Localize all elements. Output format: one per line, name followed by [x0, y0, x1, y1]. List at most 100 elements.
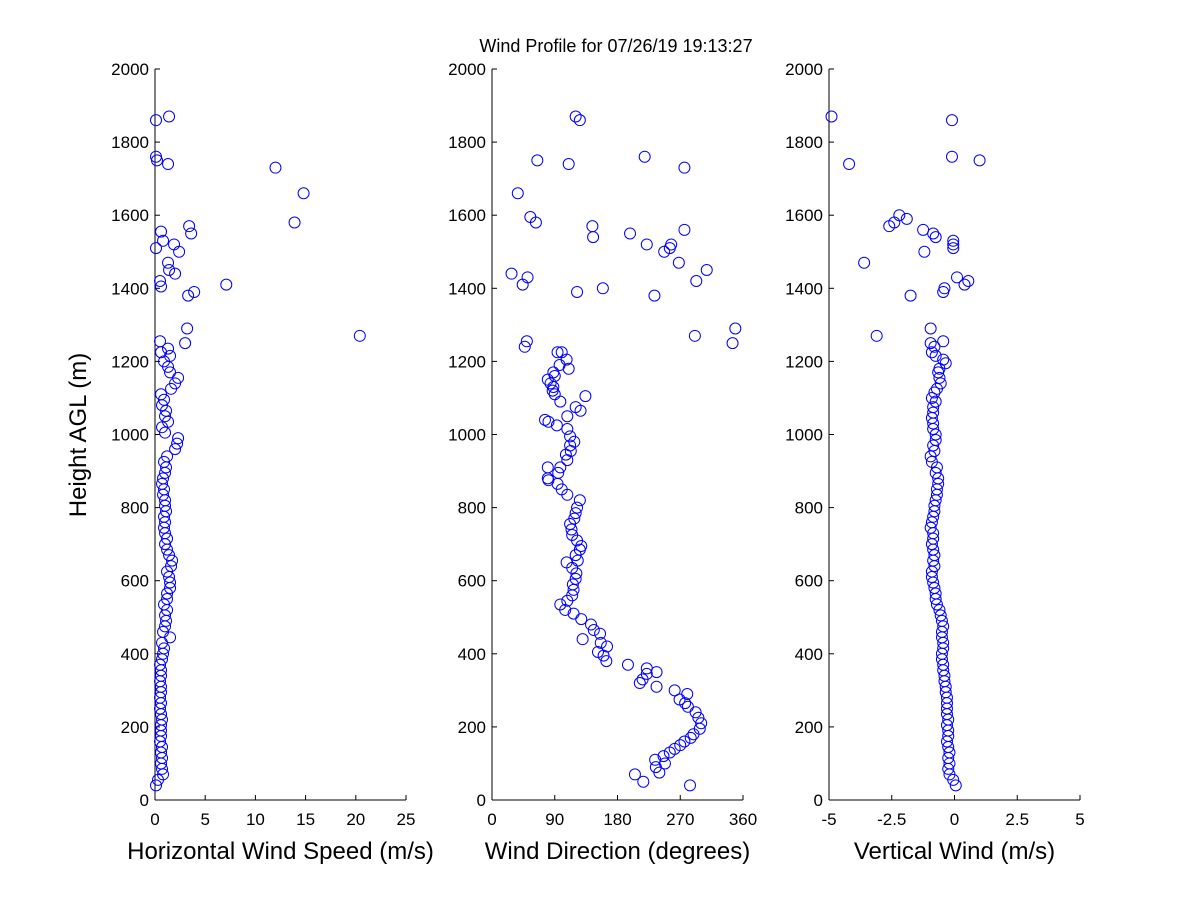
direction-data-point — [678, 735, 691, 748]
vertical-data-point — [945, 150, 958, 163]
speed-y-tick-label: 1600 — [111, 206, 149, 225]
vertical-x-tick-label: 2.5 — [1005, 810, 1029, 829]
vertical-data-point — [928, 499, 941, 512]
direction-y-tick-label: 1200 — [448, 352, 486, 371]
speed-data-point — [162, 256, 175, 269]
speed-data-point — [157, 472, 170, 485]
speed-data-point — [173, 245, 186, 258]
direction-x-tick-label: 180 — [603, 810, 631, 829]
direction-data-point — [554, 395, 567, 408]
speed-data-point — [157, 625, 170, 638]
direction-data-point — [552, 466, 565, 479]
speed-data-point — [162, 342, 175, 355]
direction-data-point — [587, 231, 600, 244]
vertical-data-point — [937, 620, 950, 633]
direction-data-point — [684, 731, 697, 744]
direction-data-point — [574, 404, 587, 417]
direction-data-point — [657, 750, 670, 763]
speed-data-point — [155, 280, 168, 293]
speed-x-tick-label: 20 — [346, 810, 365, 829]
speed-data-point — [164, 366, 177, 379]
speed-data-point — [297, 187, 310, 200]
speed-data-point — [169, 443, 182, 456]
panel-speed: 0 200 400 600 800 1000 1200 1400 1600 1800 2000 0 5 1… — [111, 60, 434, 865]
speed-y-tick-label: 200 — [121, 718, 149, 737]
vertical-data-point — [929, 231, 942, 244]
vertical-x-tick-label: 5 — [1075, 810, 1084, 829]
vertical-y-tick-label: 1000 — [785, 426, 823, 445]
direction-y-tick-label: 0 — [477, 791, 486, 810]
direction-data-point — [547, 366, 560, 379]
direction-data-point — [520, 335, 533, 348]
speed-data-point — [183, 220, 196, 233]
vertical-data-point — [929, 428, 942, 441]
direction-data-point — [678, 223, 691, 236]
direction-y-tick-label: 200 — [458, 718, 486, 737]
speed-y-tick-label: 0 — [140, 791, 149, 810]
vertical-y-tick-label: 0 — [814, 791, 823, 810]
direction-data-point — [505, 267, 518, 280]
speed-x-tick-label: 0 — [150, 810, 159, 829]
speed-data-point — [168, 238, 181, 251]
speed-y-tick-label: 600 — [121, 572, 149, 591]
direction-data-point — [567, 607, 580, 620]
speed-data-point — [163, 110, 176, 123]
speed-y-tick-label: 800 — [121, 499, 149, 518]
direction-data-point — [579, 390, 592, 403]
speed-data-point — [169, 267, 182, 280]
speed-data-point — [163, 264, 176, 277]
vertical-y-tick-label: 400 — [795, 645, 823, 664]
vertical-x-axis-title: Vertical Wind (m/s) — [854, 838, 1055, 865]
vertical-data-point — [927, 532, 940, 545]
panel-direction: 0 200 400 600 800 1000 1200 1400 1600 1800 2000 0 90… — [448, 60, 757, 865]
direction-data-point — [663, 746, 676, 759]
speed-data-point — [163, 549, 176, 562]
direction-data-point — [561, 410, 574, 423]
vertical-data-point — [927, 401, 940, 414]
speed-data-point — [158, 598, 171, 611]
vertical-data-point — [939, 357, 952, 370]
direction-data-point — [585, 618, 598, 631]
direction-data-point — [601, 640, 614, 653]
direction-data-point — [638, 150, 651, 163]
speed-data-point — [182, 289, 195, 302]
direction-y-tick-label: 800 — [458, 499, 486, 518]
direction-data-point — [640, 238, 653, 251]
vertical-data-point — [928, 582, 941, 595]
direction-data-point — [562, 158, 575, 171]
direction-data-point — [569, 572, 582, 585]
direction-data-point — [621, 658, 634, 671]
vertical-data-point — [917, 223, 930, 236]
speed-data-point — [150, 779, 163, 792]
direction-x-axis-title: Wind Direction (degrees) — [485, 838, 750, 865]
direction-data-point — [548, 388, 561, 401]
vertical-data-point — [927, 227, 940, 240]
speed-x-tick-label: 15 — [296, 810, 315, 829]
direction-data-point — [640, 667, 653, 680]
direction-data-point — [591, 645, 604, 658]
direction-data-point — [541, 373, 554, 386]
direction-data-point — [688, 329, 701, 342]
speed-data-point — [181, 322, 194, 335]
direction-data-point — [665, 238, 678, 251]
vertical-x-tick-label: -2.5 — [877, 810, 906, 829]
vertical-y-tick-label: 600 — [795, 572, 823, 591]
vertical-data-point — [924, 322, 937, 335]
direction-data-point — [633, 677, 646, 690]
direction-data-point — [672, 256, 685, 269]
vertical-data-point — [924, 521, 937, 534]
speed-y-tick-label: 1000 — [111, 426, 149, 445]
speed-data-point — [161, 587, 174, 600]
vertical-data-point — [934, 377, 947, 390]
speed-data-point — [171, 437, 184, 450]
speed-data-point — [150, 114, 163, 127]
speed-data-point — [155, 346, 168, 359]
speed-y-tick-label: 1200 — [111, 352, 149, 371]
direction-data-point — [531, 154, 544, 167]
figure-title: Wind Profile for 07/26/19 19:13:27 — [479, 36, 752, 56]
direction-data-point — [554, 598, 567, 611]
speed-data-point — [159, 410, 172, 423]
speed-data-point — [220, 278, 233, 291]
direction-data-point — [541, 461, 554, 474]
